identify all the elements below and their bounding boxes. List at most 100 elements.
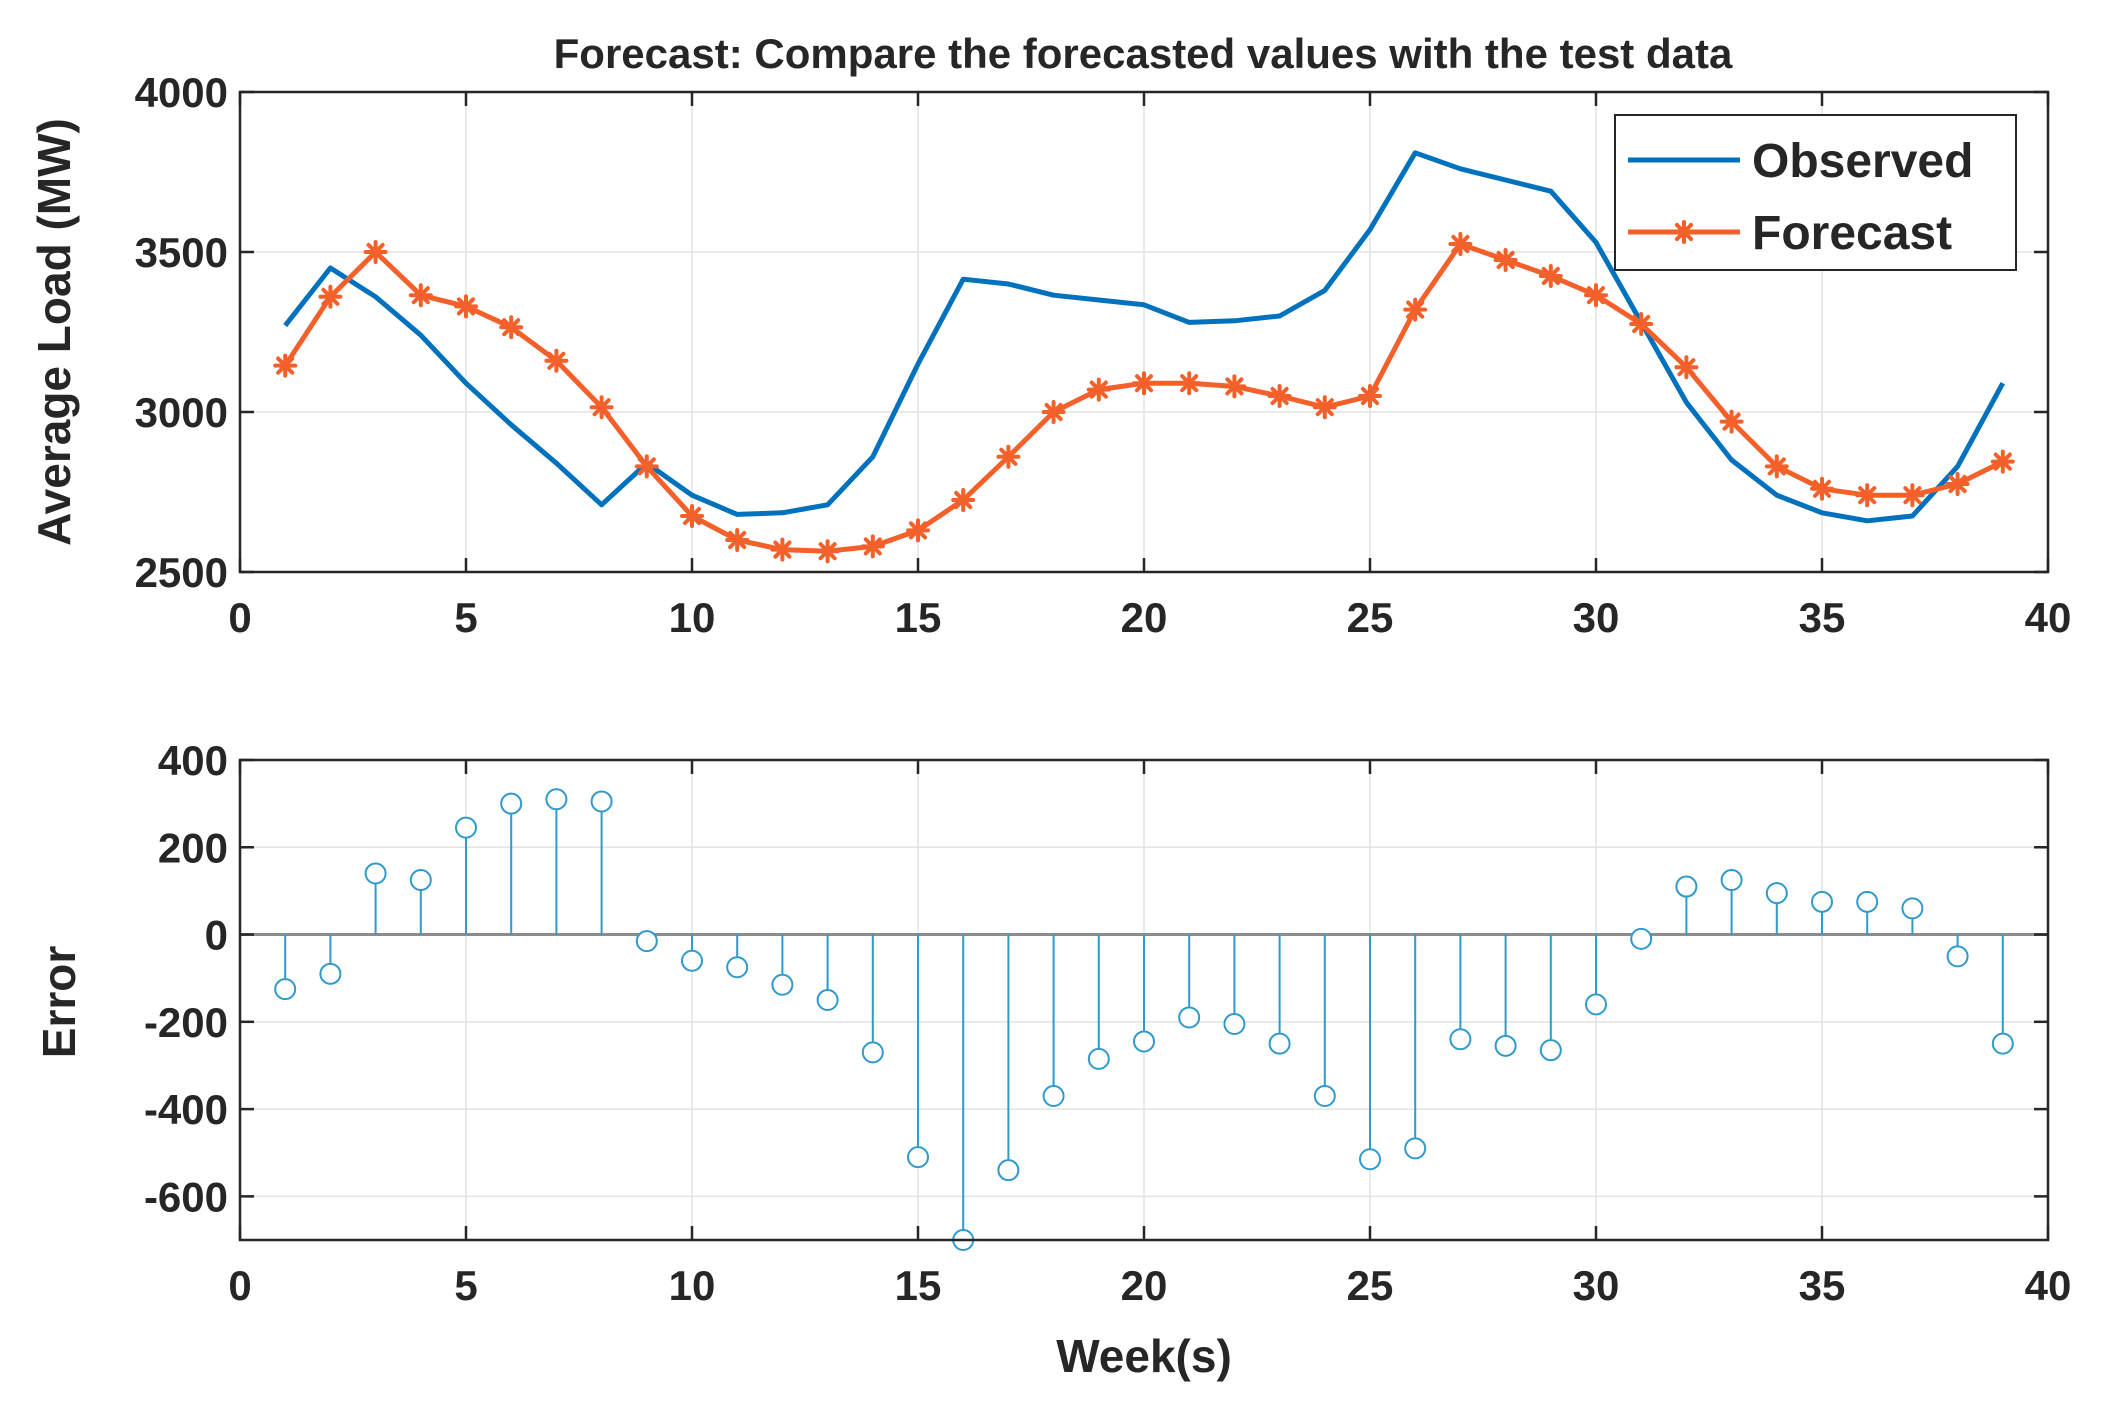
error-point [364,862,387,885]
error-point [681,949,703,972]
y-tick-label: -400 [144,1086,228,1133]
y-axis-label: Average Load (MW) [28,118,80,546]
forecast-point [680,504,704,528]
legend: Observed Forecast [1614,114,2017,271]
x-tick-label: 30 [1573,1262,1620,1309]
error-point [1901,897,1924,920]
legend-marker-forecast [1672,220,1696,244]
series-layer [240,788,2048,1251]
forecast-point [906,518,930,543]
forecast-point [363,240,388,264]
error-point [1494,1034,1517,1057]
x-tick-label: 10 [669,594,716,641]
error-point [1675,875,1698,898]
error-chart: 0 5 10 15 20 25 30 35 40 -600 -400 -200 0 200 400 Erro… [33,737,2071,1382]
x-tick-label: 40 [2025,594,2072,641]
x-tick-label: 5 [454,1262,477,1309]
forecast-point [1855,483,1880,508]
forecast-point [544,348,569,373]
forecast-point [1132,371,1156,396]
error-point [1811,890,1833,913]
y-tick-label: -600 [144,1173,228,1220]
forecast-point [273,353,298,378]
error-point [1178,1006,1201,1029]
y-axis-label: Error [33,946,85,1059]
forecast-point [499,315,524,340]
x-tick-label: 5 [454,594,477,641]
error-point [771,973,794,996]
forecast-point [1764,454,1789,479]
error-point [1087,1047,1110,1070]
forecast-point [815,539,840,564]
series-layer [273,150,2015,564]
legend-asterisk [1672,220,1696,244]
error-point [545,788,568,811]
forecast-point [1448,232,1473,256]
forecast-point [1538,264,1563,288]
x-tick-label: 30 [1573,594,1620,641]
forecast-point [725,528,750,552]
forecast-point [408,283,433,308]
error-point [1042,1085,1065,1107]
y-tick-label: 0 [205,912,228,959]
x-tick-label: 20 [1121,594,1168,641]
x-tick-label: 35 [1799,594,1846,641]
error-point [726,956,749,979]
x-tick-label: 0 [228,1262,251,1309]
y-tick-label: 3000 [135,389,228,436]
forecast-point [1403,297,1428,322]
error-point [455,816,477,839]
error-point [1449,1028,1472,1051]
error-point [635,930,658,953]
legend-box [1614,114,2017,271]
y-tick-label: -200 [144,999,228,1046]
x-tick-label: 35 [1799,1262,1846,1309]
forecast-point [860,534,885,559]
x-tick-label: 25 [1347,1262,1394,1309]
error-point [1585,993,1607,1016]
axis-ticks: 0 5 10 15 20 25 30 35 40 2500 3000 3500 4000 [135,69,2072,641]
error-point [1991,1032,2014,1055]
error-point [1404,1137,1427,1160]
forecast-point [1629,312,1654,336]
x-axis-label: Week(s) [1056,1330,1232,1382]
y-tick-label: 200 [158,824,228,871]
error-point [907,1146,929,1169]
forecast-point [1945,472,1970,496]
legend-label-observed: Observed [1752,135,1973,188]
error-point [1133,1030,1155,1053]
forecast-point [996,444,1021,469]
y-tick-label: 4000 [135,69,228,116]
x-tick-label: 20 [1121,1262,1168,1309]
error-point [997,1159,1020,1182]
error-point [1630,927,1653,950]
forecast-point [951,488,976,512]
axis-ticks: 0 5 10 15 20 25 30 35 40 -600 -400 -200 0 200 400 [144,737,2071,1309]
forecast-point [770,537,795,562]
forecast-point [589,395,614,420]
forecast-chart: Forecast: Compare the forecasted values … [28,30,2071,641]
error-point [816,989,839,1011]
error-point [861,1041,884,1064]
legend-label-forecast: Forecast [1752,207,1952,260]
x-tick-label: 10 [669,1262,716,1309]
x-tick-label: 15 [895,1262,942,1309]
error-point [1313,1085,1336,1107]
error-point [1946,945,1969,968]
forecast-point [1222,374,1247,399]
error-point [1720,869,1743,891]
error-point [1223,1013,1246,1035]
error-point [274,978,297,1001]
x-tick-label: 25 [1347,594,1394,641]
forecast-point [1041,400,1066,424]
error-point [409,869,432,891]
forecast-point [1990,449,2015,474]
series-line-observed [283,150,2005,524]
x-tick-label: 15 [895,594,942,641]
error-point [1268,1032,1291,1055]
forecast-point [1358,384,1382,408]
forecast-point [1493,248,1518,272]
error-point [500,792,523,815]
error-point [1765,882,1788,905]
